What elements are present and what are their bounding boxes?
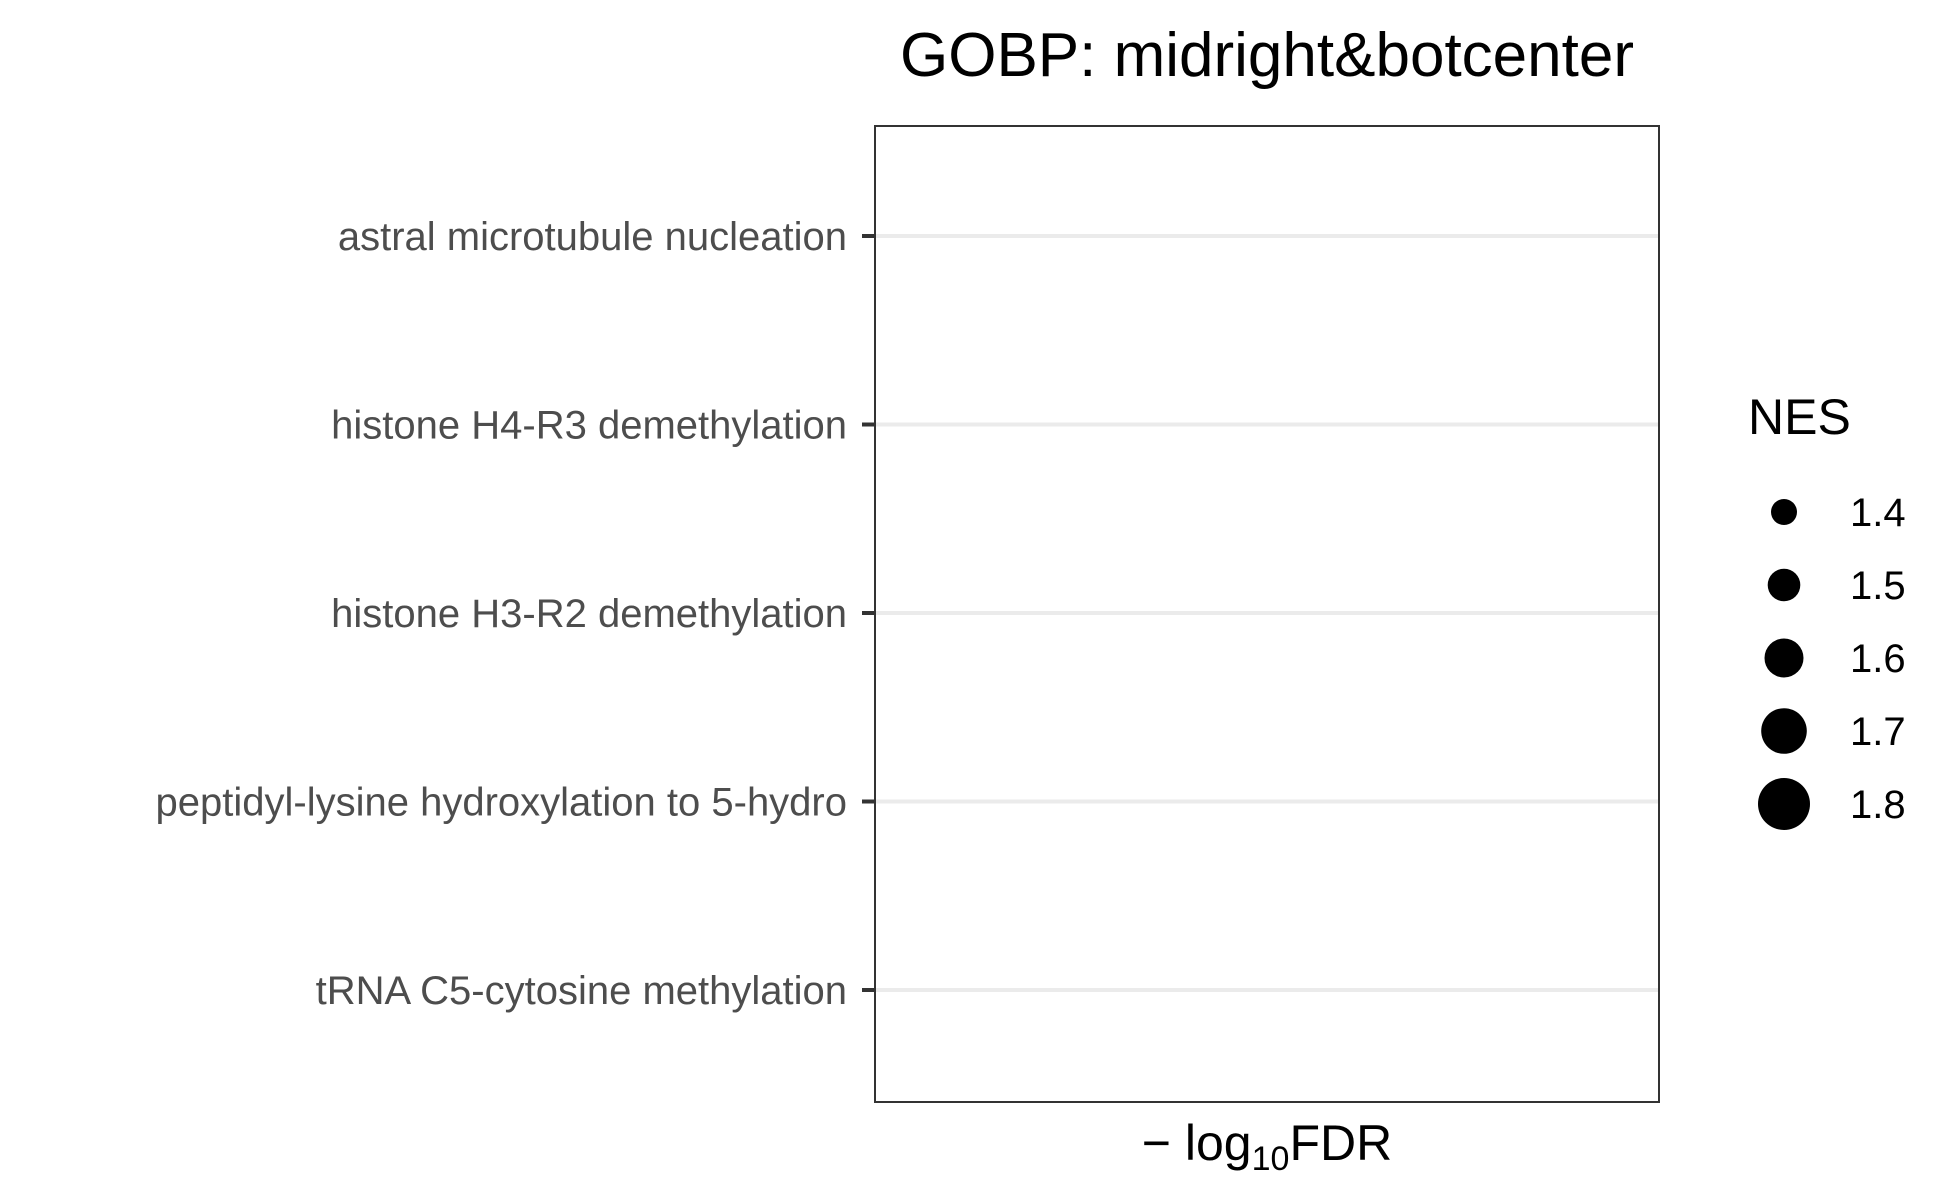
legend-key-point [1771,499,1797,525]
legend-label: 1.6 [1850,637,1906,681]
legend-key-point [1758,778,1810,830]
x-axis-title: − log10FDR [1142,1115,1392,1178]
gridlines [875,234,1659,992]
x-axis-title-subscript: 10 [1252,1140,1290,1178]
x-axis-title-suffix: FDR [1289,1115,1392,1171]
legend-key-point [1767,568,1801,602]
legend-title: NES [1748,389,1851,445]
legend-key-point [1764,638,1804,678]
y-tick-label: tRNA C5-cytosine methylation [316,969,847,1013]
y-tick-label: histone H3-R2 demethylation [331,592,847,636]
chart-title: GOBP: midright&botcenter [900,21,1634,90]
legend-label: 1.7 [1850,710,1906,754]
y-tick-label: astral microtubule nucleation [338,215,847,259]
legend: NES 1.4 1.5 1.6 1.7 1.8 [1748,389,1906,830]
legend-label: 1.5 [1850,564,1906,608]
legend-key-point [1761,708,1807,754]
y-axis: astral microtubule nucleation histone H4-… [156,215,875,1013]
x-axis-title-prefix: − log [1142,1115,1252,1171]
legend-label: 1.4 [1850,491,1906,535]
y-tick-label: peptidyl-lysine hydroxylation to 5-hydro [156,781,847,825]
y-tick-label: histone H4-R3 demethylation [331,404,847,448]
legend-label: 1.8 [1850,783,1906,827]
